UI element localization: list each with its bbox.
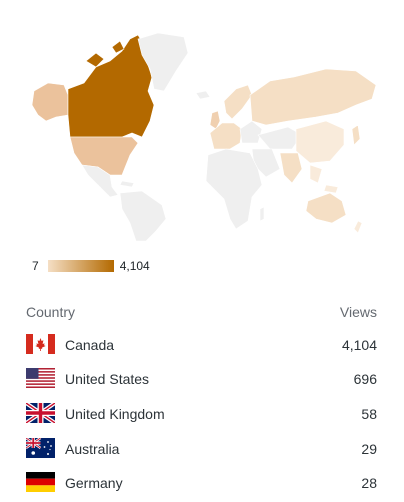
map-region-alaska[interactable]	[31, 82, 69, 122]
map-region-iceland[interactable]	[195, 90, 211, 100]
map-region-japan[interactable]	[351, 124, 361, 146]
country-name: United States	[65, 371, 150, 387]
map-region-canada-islands[interactable]	[85, 40, 125, 68]
map-region-india[interactable]	[279, 152, 303, 184]
country-column-header: Country	[26, 304, 76, 320]
australia-flag-icon	[26, 438, 55, 458]
map-region-caribbean[interactable]	[119, 180, 135, 188]
map-region-china[interactable]	[295, 120, 345, 164]
usa-flag-icon	[26, 368, 55, 388]
map-region-new-zealand[interactable]	[353, 220, 363, 234]
views-count: 58	[361, 406, 377, 422]
map-region-madagascar[interactable]	[259, 206, 265, 222]
color-scale-legend: 7 4,104	[32, 258, 150, 274]
map-region-mexico[interactable]	[81, 164, 119, 198]
map-region-scandinavia[interactable]	[223, 84, 253, 120]
map-region-australia[interactable]	[305, 192, 347, 224]
legend-min-value: 7	[32, 259, 39, 273]
views-count: 28	[361, 475, 377, 491]
map-region-southeast-asia[interactable]	[309, 164, 339, 194]
country-name: Germany	[65, 475, 123, 491]
map-region-russia[interactable]	[249, 68, 377, 126]
country-name: Australia	[65, 441, 120, 457]
views-column-header: Views	[339, 304, 377, 320]
map-region-uk[interactable]	[209, 110, 221, 130]
legend-gradient-bar	[47, 260, 114, 272]
uk-flag-icon	[26, 403, 55, 423]
table-header: Country Views	[26, 304, 378, 322]
map-region-south-america[interactable]	[119, 190, 167, 242]
views-count: 29	[361, 441, 377, 457]
canada-flag-icon	[26, 334, 55, 354]
germany-flag-icon	[26, 472, 55, 492]
views-count: 696	[353, 371, 377, 387]
table-row[interactable]: United States 696	[26, 368, 378, 390]
table-row[interactable]: Germany 28	[26, 472, 378, 494]
views-count: 4,104	[341, 337, 377, 353]
country-name: Canada	[65, 337, 115, 353]
table-row[interactable]: United Kingdom 58	[26, 403, 378, 425]
map-region-africa[interactable]	[205, 148, 263, 230]
table-row[interactable]: Canada 4,104	[26, 334, 378, 356]
legend-max-value: 4,104	[119, 259, 150, 273]
map-region-greenland[interactable]	[137, 32, 189, 92]
map-region-central-asia[interactable]	[257, 126, 303, 150]
map-region-usa[interactable]	[69, 136, 139, 176]
country-name: United Kingdom	[65, 406, 165, 422]
map-region-eastern-europe[interactable]	[239, 120, 263, 144]
table-row[interactable]: Australia 29	[26, 438, 378, 460]
world-map	[31, 32, 377, 242]
